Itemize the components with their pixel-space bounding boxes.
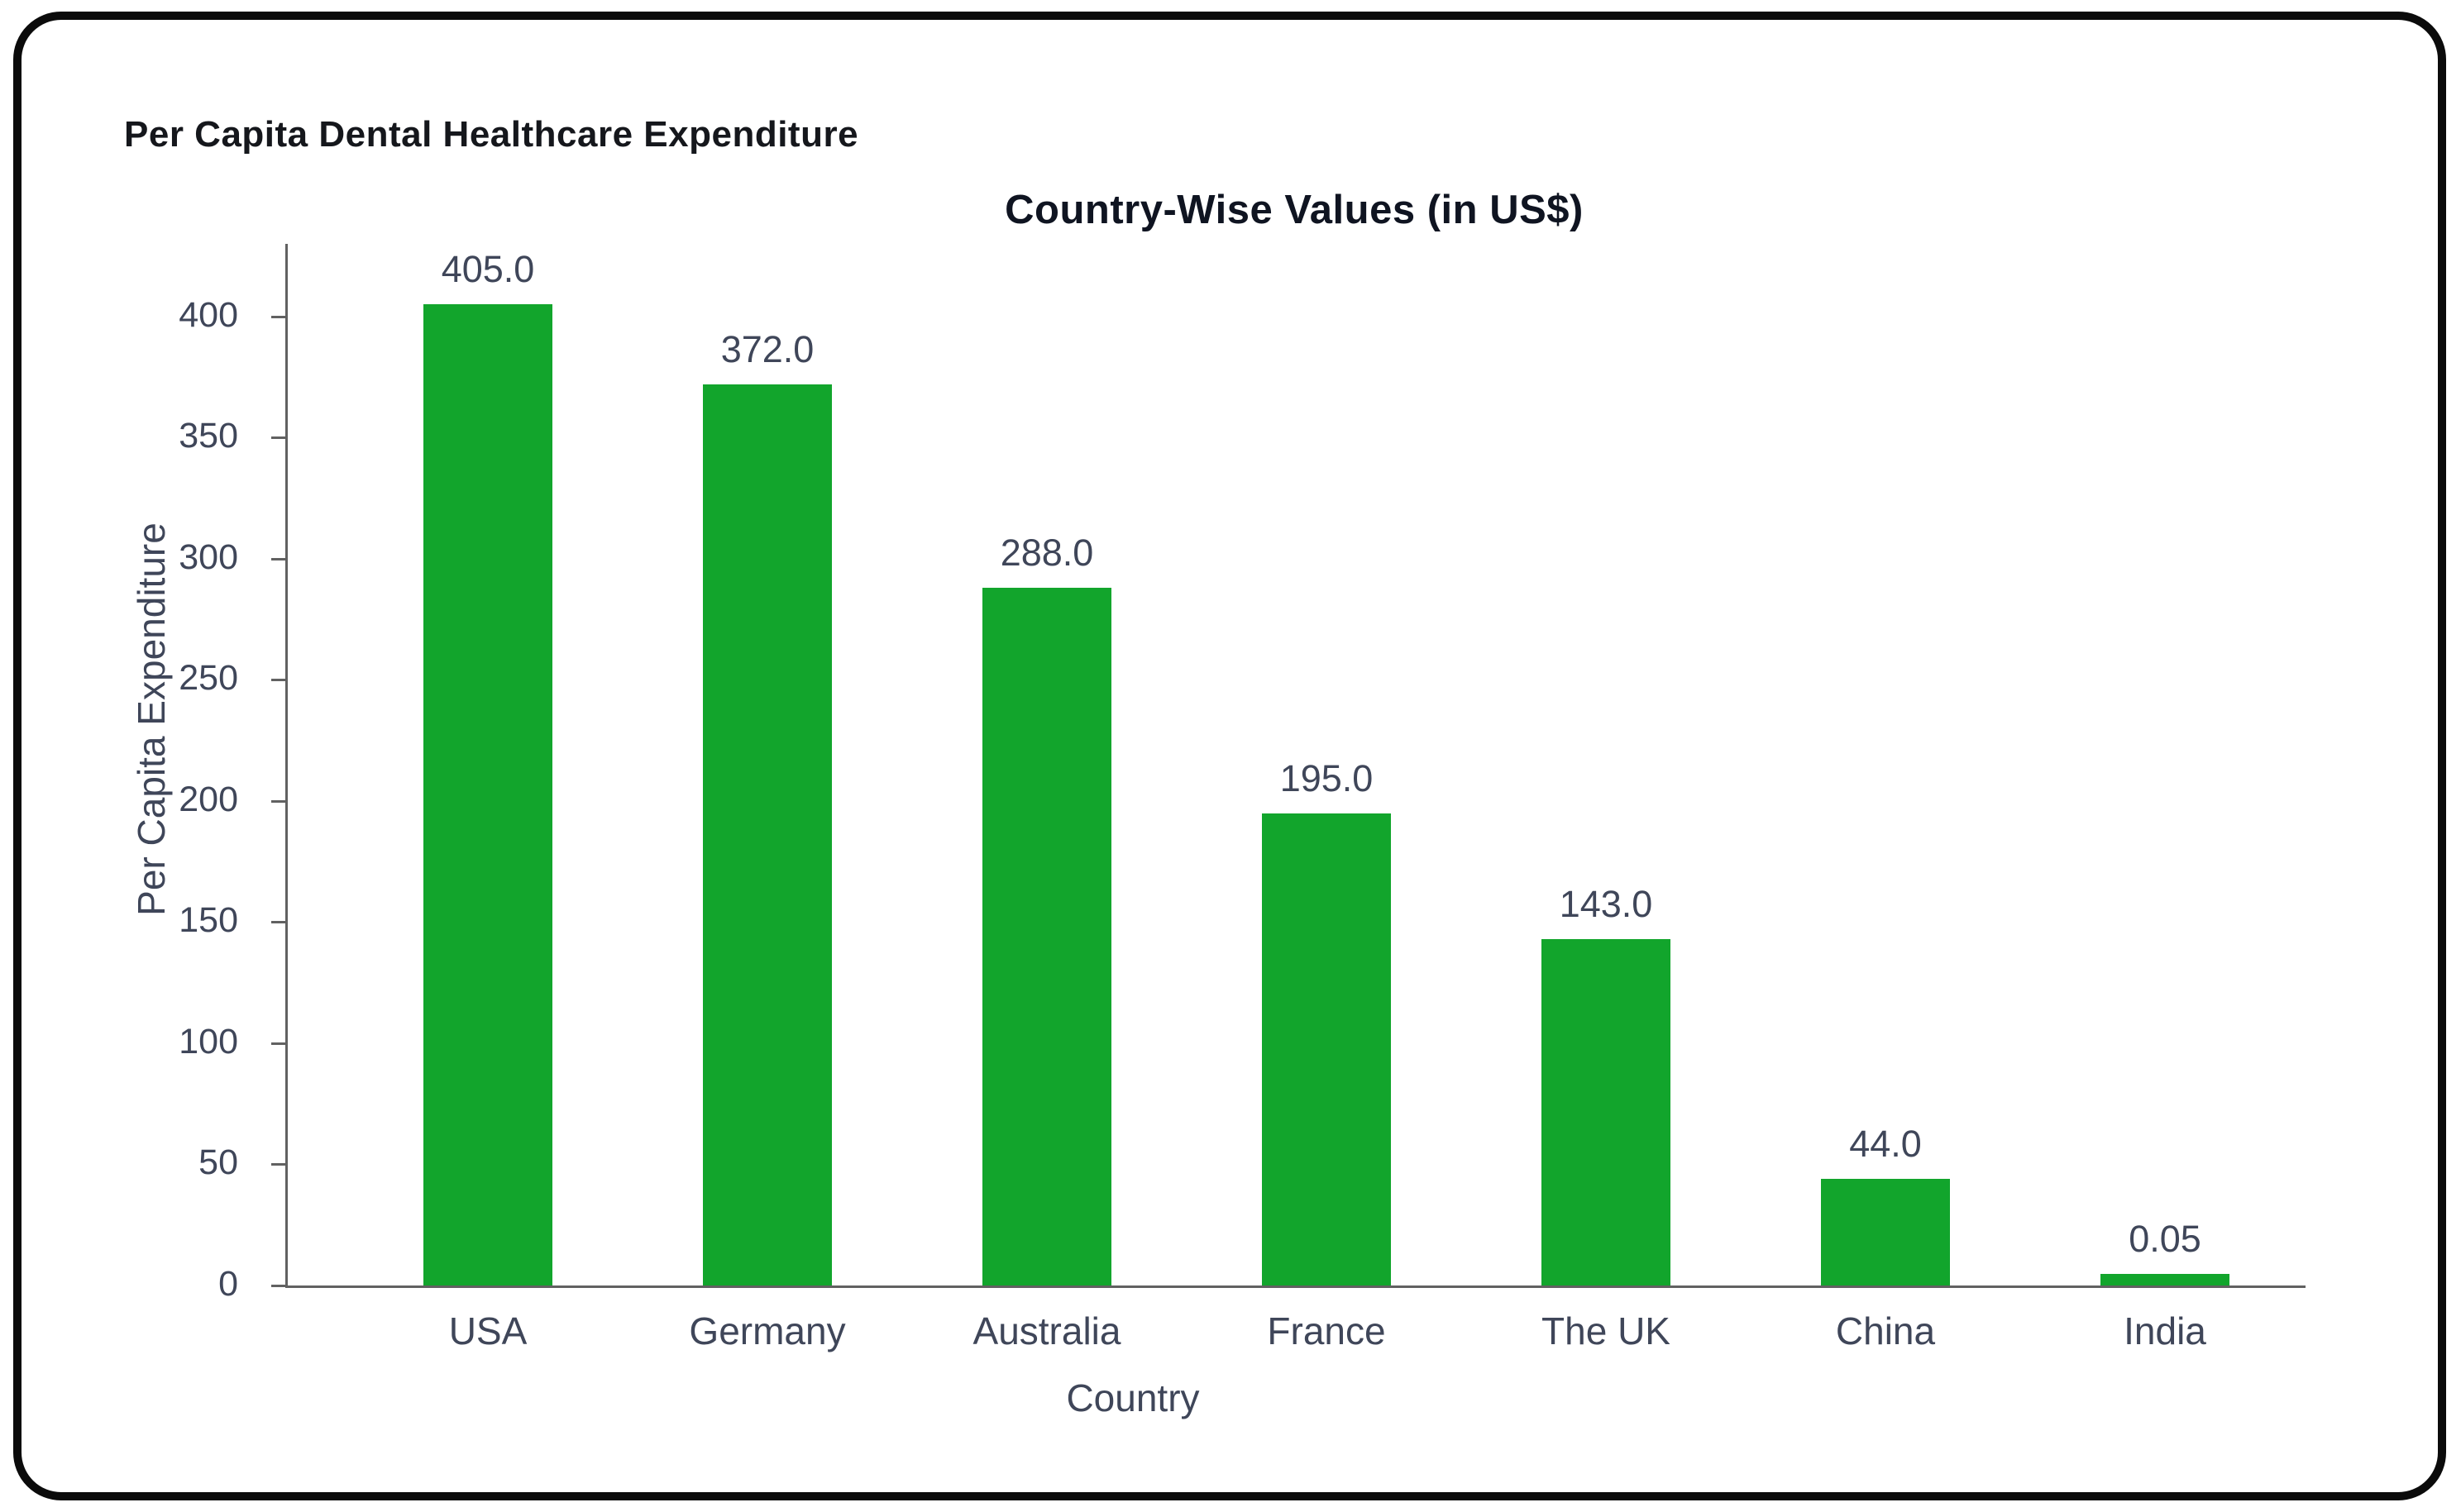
bar-value-label: 44.0 [1849, 1123, 1922, 1166]
bar-value-label: 372.0 [720, 327, 815, 370]
bar [2100, 1274, 2229, 1285]
bar-slot: 0.05 India [2025, 244, 2305, 1352]
y-tick-mark [271, 1285, 288, 1287]
bar-value-label: 0.05 [2129, 1218, 2201, 1260]
y-tick-mark [271, 557, 288, 560]
y-tick-mark [271, 799, 288, 803]
bar-slot: 44.0 China [1746, 244, 2025, 1352]
x-tick-label: The UK [1541, 1309, 1670, 1352]
bar-slot: 405.0 USA [348, 244, 628, 1352]
bar [1541, 938, 1670, 1285]
y-tick-label: 150 [179, 900, 238, 941]
plot-area: 0 50 100 150 200 250 300 350 400 405.0 USA 372.0 Ge… [179, 244, 2306, 1352]
y-tick-mark [271, 315, 288, 318]
y-tick-mark [271, 679, 288, 682]
bar-value-label: 143.0 [1559, 882, 1653, 925]
card-frame [13, 12, 2446, 1500]
chart-title: Country-Wise Values (in US$) [1005, 188, 1584, 232]
bar-slot: 143.0 The UK [1466, 244, 1746, 1352]
y-tick-label: 300 [179, 537, 238, 577]
bar [423, 304, 552, 1285]
bar-slot: 195.0 France [1187, 244, 1466, 1352]
x-tick-label: USA [448, 1309, 528, 1352]
bar-slot: 372.0 Germany [628, 244, 907, 1352]
bar [1262, 813, 1391, 1285]
y-tick-mark [271, 436, 288, 440]
y-tick-label: 100 [179, 1021, 238, 1061]
y-axis-label: Per Capita Expenditure [130, 522, 173, 916]
bars-row: 405.0 USA 372.0 Germany 288.0 Australia 195.0 F… [288, 244, 2306, 1352]
bar [1821, 1179, 1950, 1285]
bar-value-label: 195.0 [1279, 756, 1374, 799]
report-title: Per Capita Dental Healthcare Expenditure [124, 114, 859, 155]
y-tick-label: 200 [179, 779, 238, 819]
y-tick-label: 0 [218, 1264, 238, 1304]
y-tick-mark [271, 1042, 288, 1045]
bar-value-label: 405.0 [441, 248, 535, 291]
bar [982, 588, 1111, 1285]
y-tick-label: 250 [179, 658, 238, 699]
y-tick-mark [271, 1163, 288, 1166]
x-tick-label: Germany [689, 1309, 846, 1352]
bar-value-label: 288.0 [1000, 532, 1094, 575]
y-tick-label: 400 [179, 294, 238, 335]
y-tick-label: 50 [198, 1142, 238, 1183]
bar-slot: 288.0 Australia [907, 244, 1187, 1352]
y-tick-label: 350 [179, 416, 238, 456]
x-axis-label: Country [1066, 1376, 1200, 1419]
y-tick-mark [271, 921, 288, 924]
x-tick-label: India [2124, 1309, 2206, 1352]
x-tick-label: Australia [972, 1309, 1121, 1352]
x-tick-label: China [1835, 1309, 1936, 1352]
x-tick-label: France [1267, 1309, 1386, 1352]
bar [703, 384, 832, 1285]
